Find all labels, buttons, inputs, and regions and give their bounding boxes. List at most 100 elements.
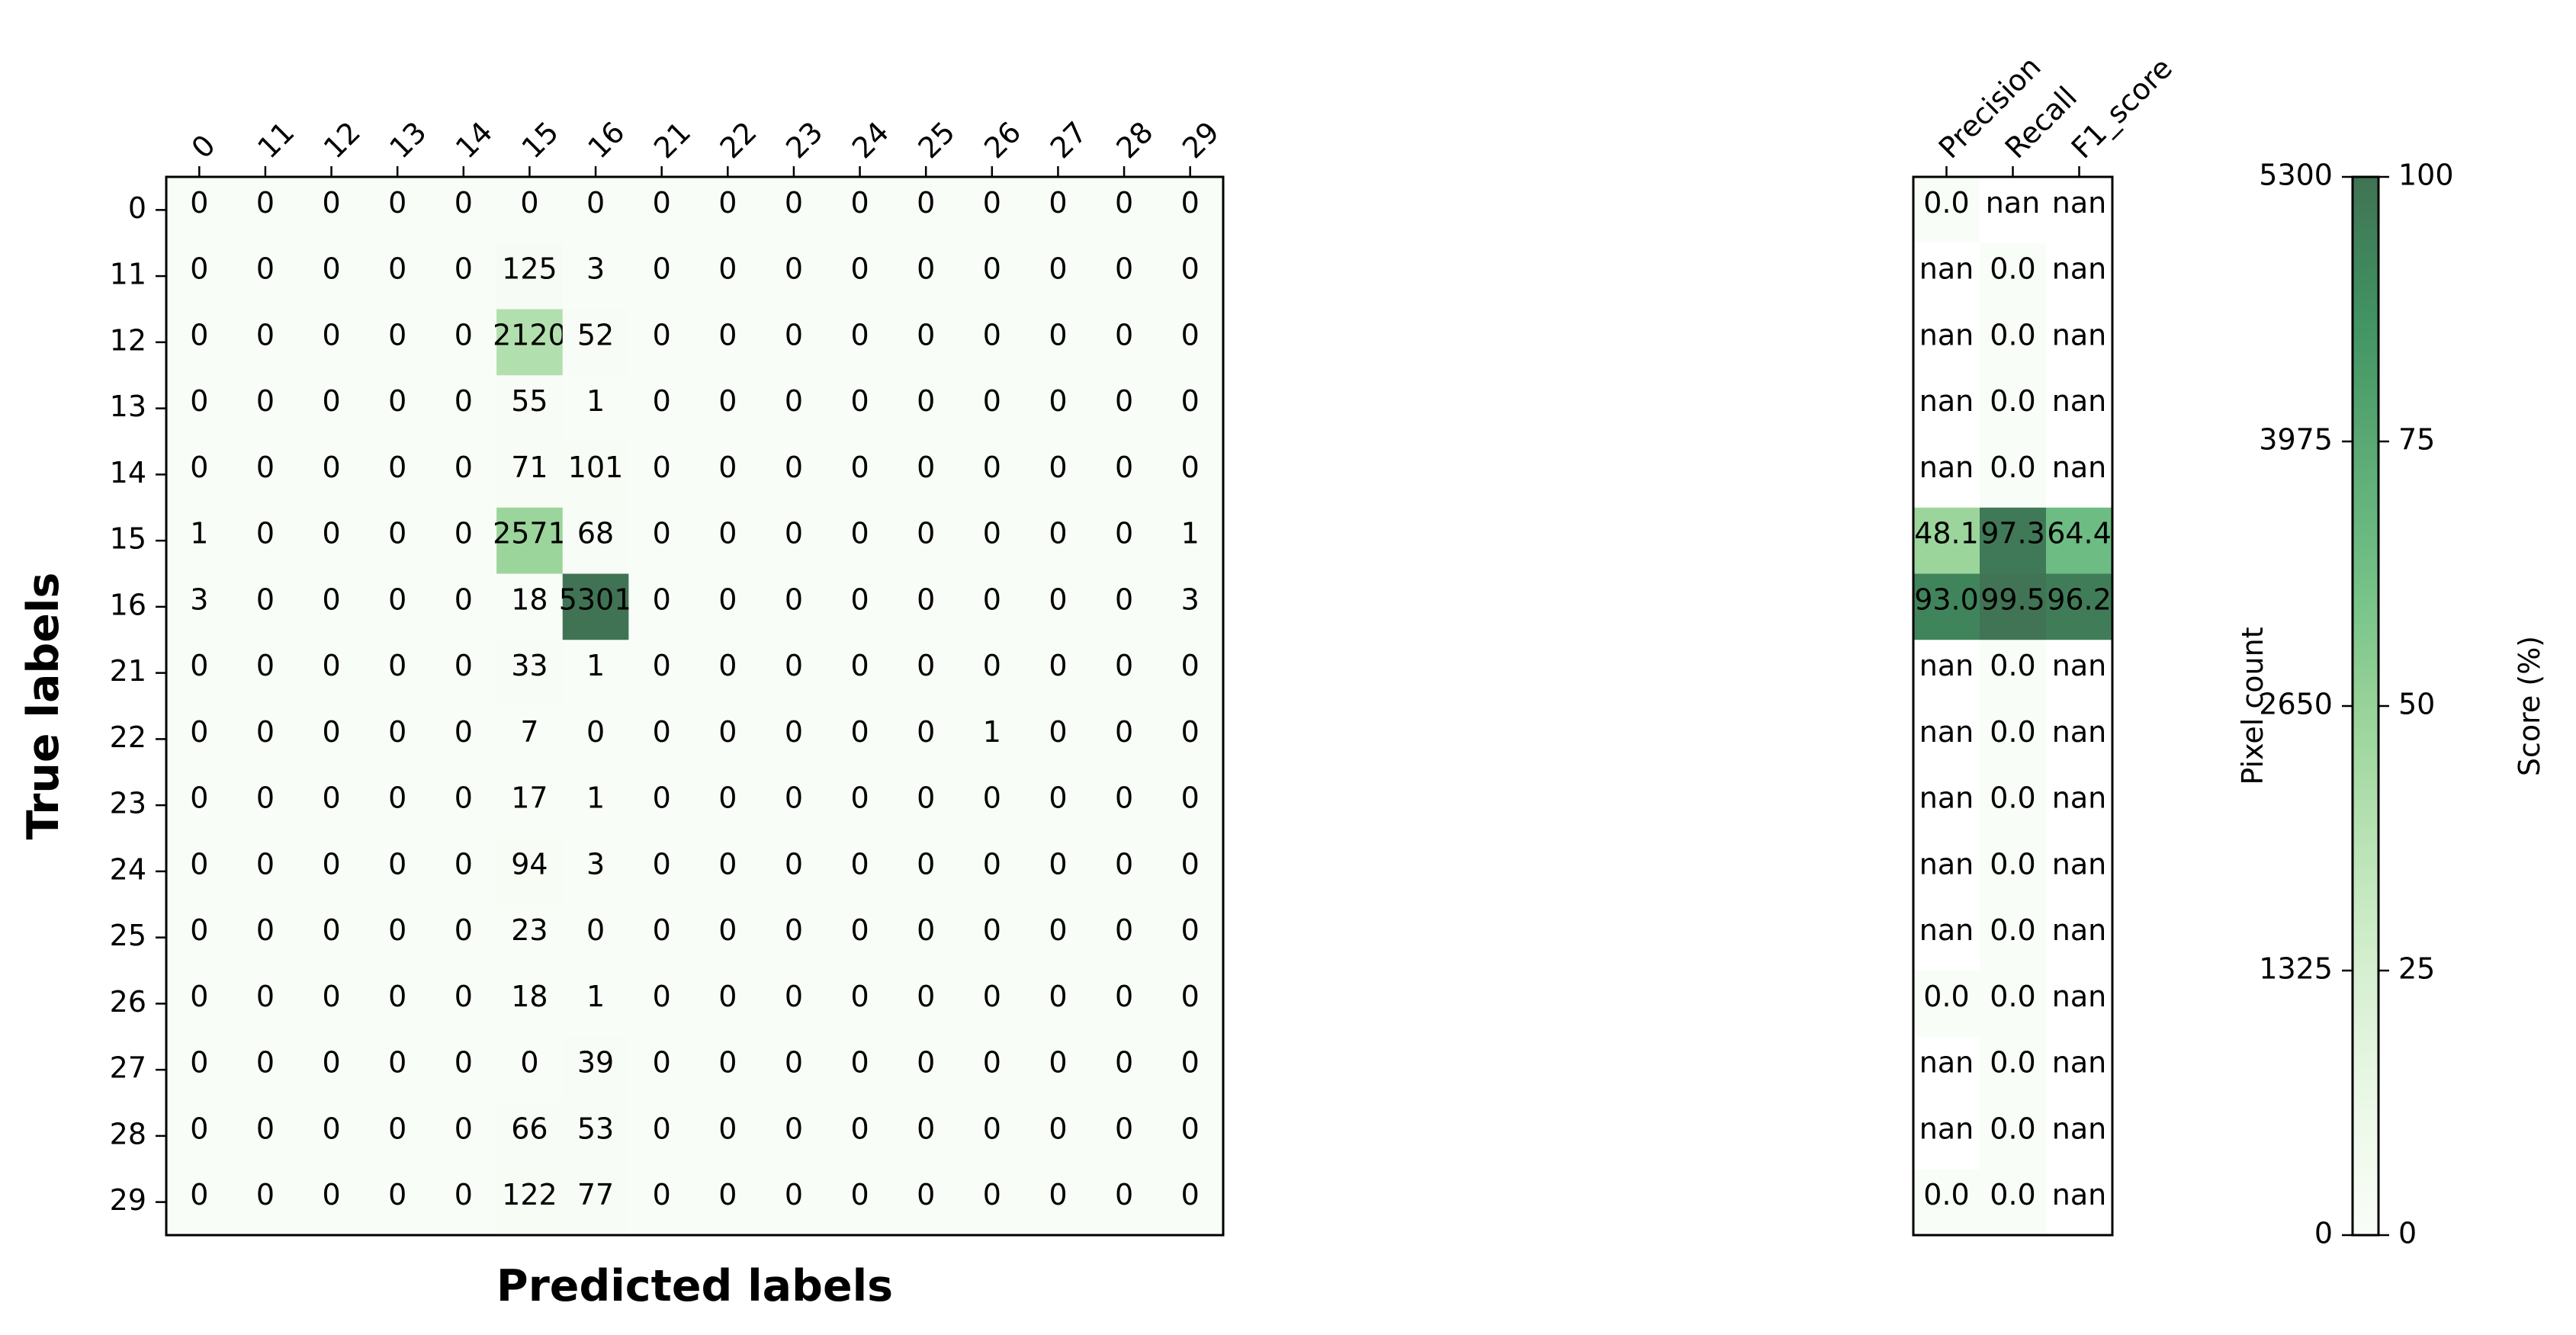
cm-cell	[827, 904, 894, 971]
score-cell-label: 0.0	[1990, 781, 2035, 815]
cm-cell-label: 0	[388, 517, 406, 550]
cm-cell-label: 0	[1049, 384, 1067, 418]
cm-cell-label: 0	[785, 451, 803, 484]
cm-cell	[1025, 1102, 1092, 1170]
cm-cell	[364, 573, 432, 640]
cm-cell-label: 77	[577, 1178, 614, 1211]
cm-cell-label: 0	[256, 649, 275, 682]
cm-cell-label: 3	[1181, 582, 1200, 616]
cm-cell-label: 0	[850, 913, 869, 947]
cm-cell-label: 0	[322, 781, 340, 815]
score-cell	[1980, 640, 2047, 707]
score-cell-label: 99.5	[1980, 582, 2045, 616]
cm-cell	[364, 1169, 432, 1236]
cm-cell	[298, 573, 365, 640]
cm-cell	[827, 772, 894, 839]
cm-cell-label: 0	[850, 715, 869, 749]
cm-cell-label: 0	[850, 582, 869, 616]
cm-cell-label: 18	[511, 980, 548, 1013]
cm-cell	[496, 1036, 564, 1104]
cm-cell	[892, 177, 960, 244]
cm-cell-label: 0	[653, 1112, 671, 1145]
cm-cell-label: 0	[1181, 451, 1200, 484]
score-cell-label: 0.0	[1923, 980, 1969, 1013]
cm-cell-label: 0	[256, 1046, 275, 1080]
cm-y-tick-label: 11	[110, 258, 146, 291]
score-cell	[2046, 177, 2113, 244]
score-cell	[1913, 1169, 1980, 1236]
cm-cell-label: 0	[983, 781, 1001, 815]
cm-cell-label: 1	[586, 384, 605, 418]
cm-cell-label: 0	[718, 318, 737, 351]
cm-cell	[496, 904, 564, 971]
cm-cell-label: 0	[653, 980, 671, 1013]
cm-cell-label: 0	[454, 582, 473, 616]
cm-y-tick-label: 29	[110, 1183, 146, 1217]
score-cell	[2046, 904, 2113, 971]
cm-y-tick-label: 15	[110, 522, 146, 556]
cm-cell	[827, 573, 894, 640]
cm-cell-label: 0	[1181, 781, 1200, 815]
cm-cell	[430, 640, 497, 707]
cm-cell	[1025, 706, 1092, 773]
score-cell	[1913, 177, 1980, 244]
cm-cell-label: 0	[718, 715, 737, 749]
cm-cell	[1090, 772, 1158, 839]
cm-cell-label: 0	[190, 318, 208, 351]
cm-y-tick-label: 13	[110, 390, 146, 423]
score-cell	[2046, 573, 2113, 640]
cm-cell-label: 0	[653, 252, 671, 286]
score-cell	[2046, 1169, 2113, 1236]
cm-cell	[166, 838, 233, 905]
cm-cell-label: 0	[1115, 980, 1133, 1013]
cm-cell-label: 0	[454, 318, 473, 351]
cm-cell	[1090, 904, 1158, 971]
score-cell-label: 0.0	[1923, 186, 1969, 220]
cm-cell	[892, 904, 960, 971]
cm-cell	[232, 1169, 299, 1236]
cm-cell	[430, 177, 497, 244]
cm-cell	[959, 1036, 1026, 1104]
cm-cell	[1157, 375, 1224, 442]
cm-cell	[562, 177, 629, 244]
cm-cell-label: 0	[718, 781, 737, 815]
score-cell-label: 96.2	[2047, 582, 2112, 616]
cm-cell	[298, 971, 365, 1038]
cm-cell	[166, 507, 233, 575]
cm-cell-label: 0	[785, 1178, 803, 1211]
cm-cell	[892, 507, 960, 575]
cm-cell-label: 0	[454, 1112, 473, 1145]
cm-cell	[959, 971, 1026, 1038]
score-cell-label: 0.0	[1990, 715, 2035, 749]
cm-cell	[959, 772, 1026, 839]
cm-cell	[364, 1036, 432, 1104]
cm-cell	[364, 706, 432, 773]
cm-cell	[298, 1169, 365, 1236]
cm-cell	[760, 507, 827, 575]
score-cell-label: nan	[1919, 913, 1974, 947]
cm-cell-label: 0	[1115, 715, 1133, 749]
cm-cell-label: 0	[983, 318, 1001, 351]
cm-cell-label: 0	[322, 649, 340, 682]
cm-cell	[760, 838, 827, 905]
cm-y-tick-label: 0	[128, 191, 146, 225]
cm-cell-label: 0	[917, 318, 935, 351]
cm-cell-label: 0	[454, 980, 473, 1013]
cm-y-tick-label: 23	[110, 787, 146, 820]
cm-cell	[628, 706, 695, 773]
cm-cell	[1157, 640, 1224, 707]
cm-cell-label: 0	[454, 649, 473, 682]
score-x-tick-label: F1_score	[2065, 51, 2179, 165]
cm-cell	[166, 441, 233, 509]
cm-cell	[298, 772, 365, 839]
cm-cell-label: 1	[1181, 517, 1200, 550]
cm-cell	[892, 838, 960, 905]
cm-cell	[562, 640, 629, 707]
score-cell-label: nan	[2052, 252, 2106, 286]
cm-cell-label: 0	[785, 186, 803, 220]
cm-cell-label: 101	[568, 451, 624, 484]
score-cell	[1980, 242, 2047, 310]
cm-cell	[628, 1036, 695, 1104]
cm-cell-label: 0	[850, 781, 869, 815]
cm-cell-label: 53	[577, 1112, 614, 1145]
